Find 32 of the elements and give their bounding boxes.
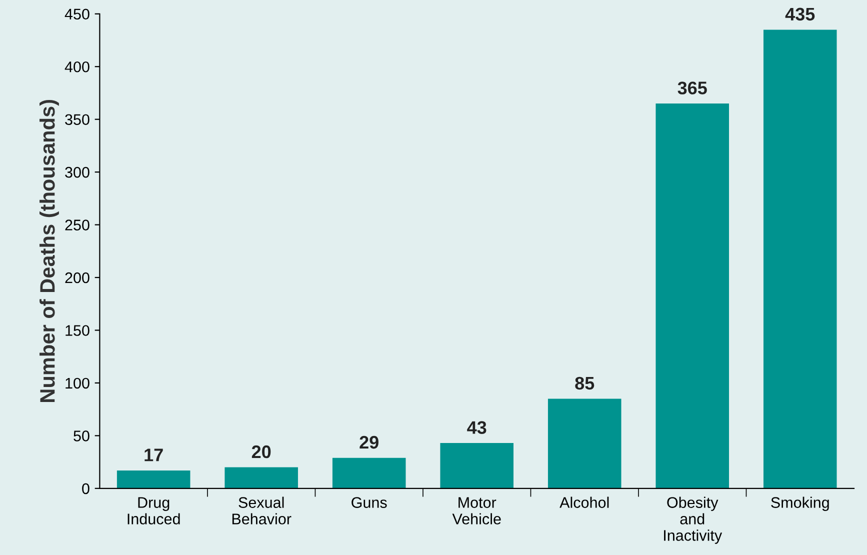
x-tick-label: Alcohol bbox=[560, 496, 609, 508]
y-tick-label: 100 bbox=[66, 378, 90, 389]
bar bbox=[548, 398, 622, 488]
y-tick-label: 250 bbox=[65, 220, 90, 230]
data-label: 435 bbox=[785, 8, 815, 21]
bar bbox=[116, 470, 190, 488]
x-tick-label: Smoking bbox=[771, 496, 829, 511]
x-tick-label: Guns bbox=[352, 497, 387, 508]
y-tick-label: 150 bbox=[66, 325, 90, 336]
data-label: 365 bbox=[678, 82, 707, 94]
x-tick-label: Obesity and Inactivity bbox=[664, 496, 722, 544]
data-label: 43 bbox=[467, 421, 486, 434]
y-axis-title: Number of Deaths (thousands) bbox=[40, 100, 59, 402]
bar bbox=[763, 30, 837, 488]
bar bbox=[656, 104, 729, 488]
y-tick-label: 300 bbox=[65, 166, 90, 178]
bar bbox=[440, 443, 514, 488]
x-tick-label: Drug Induced bbox=[128, 497, 180, 524]
data-label: 20 bbox=[252, 445, 271, 458]
data-label: 85 bbox=[575, 376, 594, 390]
y-tick-label: 350 bbox=[65, 114, 90, 126]
y-tick-label: 400 bbox=[64, 61, 90, 72]
y-tick-label: 200 bbox=[65, 272, 90, 284]
y-tick-label: 450 bbox=[64, 8, 90, 20]
y-tick-label: 50 bbox=[74, 430, 90, 442]
data-label: 17 bbox=[144, 448, 163, 462]
y-tick-label: 0 bbox=[82, 483, 90, 494]
data-label: 29 bbox=[360, 436, 378, 449]
bar bbox=[332, 458, 406, 488]
x-tick-label: Motor Vehicle bbox=[452, 497, 501, 524]
x-tick-label: Sexual Behavior bbox=[232, 496, 292, 524]
bar bbox=[224, 467, 298, 488]
